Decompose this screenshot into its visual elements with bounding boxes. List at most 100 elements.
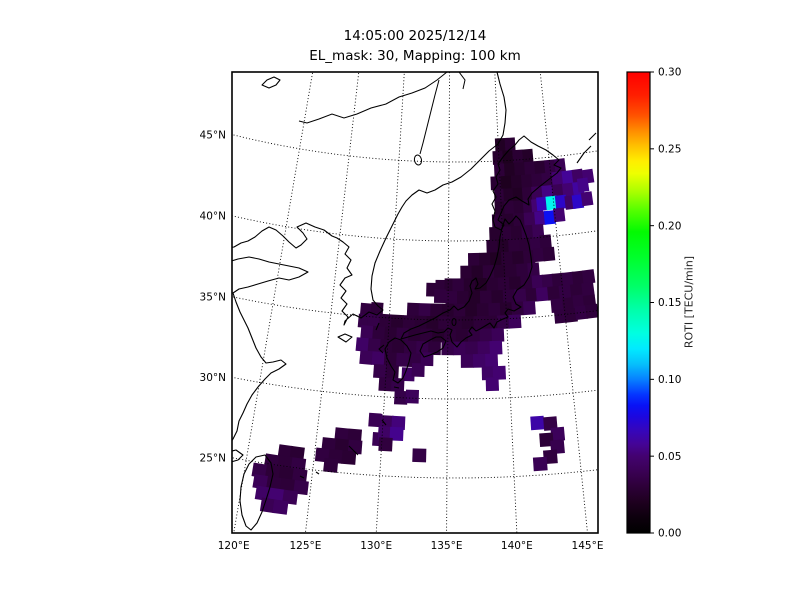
roti-cell bbox=[493, 264, 507, 279]
roti-cell bbox=[499, 302, 513, 317]
roti-cell bbox=[522, 148, 534, 164]
x-tick-label-135°E: 135°E bbox=[431, 540, 463, 552]
y-tick-label-40°N: 40°N bbox=[200, 210, 226, 222]
roti-cell bbox=[554, 194, 568, 210]
roti-cell-layer bbox=[251, 137, 598, 515]
roti-cell bbox=[562, 297, 576, 312]
roti-cell bbox=[488, 302, 501, 317]
roti-cell bbox=[512, 187, 525, 202]
roti-cell bbox=[532, 456, 548, 472]
roti-cell bbox=[539, 432, 554, 448]
y-tick-label-35°N: 35°N bbox=[200, 291, 226, 303]
roti-cell bbox=[520, 275, 533, 290]
roti-cell bbox=[536, 196, 549, 212]
roti-cell bbox=[561, 169, 574, 185]
roti-cell bbox=[476, 303, 490, 318]
hokkaido-coastline bbox=[491, 135, 562, 231]
roti-cell bbox=[252, 473, 269, 490]
roti-cell bbox=[411, 362, 425, 377]
colorbar-axis-label: ROTI [TECU/min] bbox=[682, 255, 696, 349]
map-area bbox=[232, 72, 598, 533]
roti-cell bbox=[379, 313, 393, 329]
x-tick-label-130°E: 130°E bbox=[360, 540, 392, 552]
roti-cell bbox=[502, 289, 516, 304]
honshu-coastline bbox=[400, 215, 533, 348]
roti-cell bbox=[571, 270, 586, 286]
roti-cell bbox=[379, 415, 394, 430]
graticule-parallel-30°N bbox=[232, 376, 598, 400]
roti-cell bbox=[542, 246, 556, 262]
roti-cell bbox=[389, 426, 404, 442]
roti-cell bbox=[576, 177, 590, 193]
roti-cell bbox=[334, 438, 350, 454]
roti-cell bbox=[452, 278, 465, 293]
khanka-lake bbox=[413, 154, 423, 166]
roti-cell bbox=[438, 316, 451, 330]
roti-cell bbox=[445, 291, 458, 305]
roti-cell bbox=[482, 265, 495, 280]
roti-cell bbox=[497, 239, 510, 254]
roti-cell bbox=[529, 236, 543, 252]
roti-cell bbox=[541, 184, 554, 200]
roti-cell bbox=[541, 273, 555, 289]
roti-cell bbox=[553, 309, 568, 324]
nagasaki-fragment-coastline bbox=[378, 344, 385, 354]
roti-cell bbox=[545, 195, 558, 211]
roti-cell bbox=[293, 479, 309, 496]
roti-cell bbox=[580, 191, 594, 207]
shikoku-coastline bbox=[419, 336, 447, 358]
roti-cell bbox=[525, 287, 539, 303]
roti-cell bbox=[504, 263, 518, 279]
axis-labels: 25°N 30°N 35°N 40°N 45°N 120°E 125°E 130°E 135°E… bbox=[200, 129, 604, 552]
roti-cell bbox=[403, 340, 417, 355]
roti-cell bbox=[360, 324, 374, 340]
roti-cell bbox=[547, 285, 561, 301]
roti-cell bbox=[508, 238, 521, 253]
graticule-meridian-120°E bbox=[233, 72, 314, 533]
roti-cell bbox=[405, 389, 420, 404]
roti-cell bbox=[514, 288, 527, 303]
roti-cell bbox=[272, 499, 289, 515]
roti-cell bbox=[377, 426, 393, 441]
kyushu-coastline bbox=[384, 337, 412, 384]
roti-cell bbox=[531, 223, 545, 239]
osumi-islands-coastline bbox=[393, 386, 400, 389]
roti-cell bbox=[490, 176, 502, 191]
fujian-coast-coastline bbox=[232, 449, 244, 463]
figure-title-params: EL_mask: 30, Mapping: 100 km bbox=[309, 48, 521, 64]
roti-cell bbox=[513, 212, 525, 228]
roti-cell bbox=[503, 200, 516, 215]
iturup-coastline bbox=[588, 132, 597, 141]
roti-cell bbox=[457, 290, 470, 305]
roti-cell bbox=[412, 448, 427, 463]
roti-cell bbox=[539, 234, 552, 249]
roti-cell bbox=[347, 439, 363, 455]
roti-cell bbox=[465, 303, 478, 318]
roti-cell bbox=[522, 300, 536, 316]
roti-cell bbox=[571, 194, 585, 209]
roti-cell bbox=[491, 327, 505, 342]
roti-cell bbox=[524, 161, 536, 176]
roti-cell bbox=[426, 315, 439, 330]
roti-cell bbox=[479, 290, 493, 305]
graticule-meridian-125°E bbox=[304, 72, 360, 533]
roti-cell bbox=[534, 160, 546, 175]
roti-cell bbox=[385, 364, 399, 380]
roti-cell bbox=[530, 415, 545, 431]
x-tick-label-120°E: 120°E bbox=[218, 540, 250, 552]
roti-cell bbox=[433, 289, 447, 304]
roti-cell bbox=[585, 303, 598, 319]
roti-cell bbox=[503, 162, 516, 177]
roti-cell bbox=[551, 272, 565, 288]
amur-branch bbox=[458, 72, 466, 90]
roti-cell bbox=[535, 286, 549, 302]
roti-cell bbox=[512, 149, 524, 164]
roti-cell bbox=[465, 341, 479, 356]
roti-cell bbox=[513, 200, 526, 215]
x-tick-label-140°E: 140°E bbox=[501, 540, 533, 552]
roti-cell bbox=[494, 201, 507, 216]
colorbar-tick-label-0.15: 0.15 bbox=[658, 297, 681, 309]
roti-cell bbox=[531, 173, 543, 188]
roti-cell bbox=[472, 353, 486, 368]
